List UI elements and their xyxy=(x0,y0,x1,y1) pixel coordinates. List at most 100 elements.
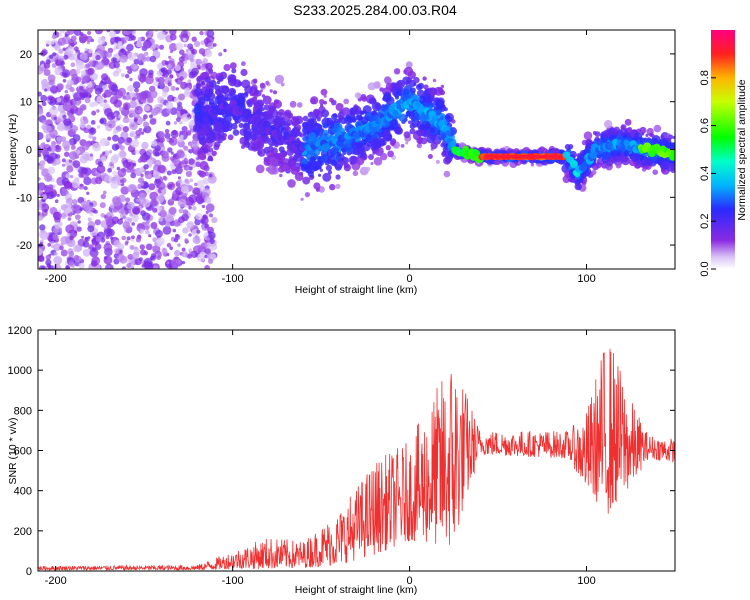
spectrogram-cell xyxy=(98,87,104,93)
spectrogram-cell xyxy=(130,172,137,179)
spectrogram-cell xyxy=(404,118,408,122)
spectrogram-cell xyxy=(113,99,122,108)
spectrogram-cell xyxy=(585,143,592,150)
spectrogram-cell xyxy=(178,120,183,125)
spectrogram-cell xyxy=(43,69,51,76)
spectrogram-cell xyxy=(125,210,129,215)
spectrogram-cell xyxy=(117,136,125,144)
spectrogram-cell xyxy=(149,114,153,119)
spectrogram-cell xyxy=(193,87,203,97)
spectrogram-cell xyxy=(222,118,227,123)
spectrogram-cell xyxy=(129,244,135,250)
spectrogram-cell xyxy=(435,109,442,116)
spectrogram-cell xyxy=(100,156,107,163)
spectrogram-cell xyxy=(132,207,140,215)
spectrogram-cell xyxy=(164,60,169,65)
spectrogram-cell xyxy=(59,245,64,251)
y-tick-label: 400 xyxy=(14,486,32,498)
spectrogram-cell xyxy=(200,64,207,71)
spectrogram-cell xyxy=(300,197,304,201)
spectrogram-cell xyxy=(71,203,80,212)
spectrogram-cell xyxy=(652,169,658,175)
x-tick-label: 100 xyxy=(577,273,595,285)
spectrogram-cell xyxy=(280,82,285,87)
spectrogram-cell xyxy=(131,214,139,223)
spectrogram-cell xyxy=(73,92,83,101)
spectrogram-cell xyxy=(265,80,270,85)
spectrogram-cell xyxy=(137,36,142,42)
spectrogram-cell xyxy=(114,174,120,181)
spectrogram-cell xyxy=(214,141,221,148)
spectrogram-cell xyxy=(263,104,270,111)
spectrogram-cell xyxy=(220,85,230,95)
spectrogram-cell xyxy=(128,118,134,125)
spectrogram-cell xyxy=(109,30,117,38)
spectrogram-cell xyxy=(144,105,151,112)
spectrogram-cell xyxy=(162,226,172,235)
spectrogram-cell xyxy=(187,50,192,55)
spectrogram-cell xyxy=(223,48,227,53)
spectrogram-cell xyxy=(170,151,174,155)
spectrogram-cell xyxy=(273,99,282,109)
spectrogram-cell xyxy=(69,55,75,61)
spectrogram-cell xyxy=(54,158,61,165)
spectrogram-cell xyxy=(405,61,413,69)
spectrogram-cell xyxy=(136,234,142,239)
spectrogram-cell xyxy=(79,183,84,187)
spectrogram-cell xyxy=(357,115,361,118)
spectrogram-cell xyxy=(164,213,174,223)
spectrogram-cell xyxy=(149,191,159,201)
spectrogram-cell xyxy=(370,162,374,165)
spectrogram-cell xyxy=(423,84,429,90)
spectrogram-cell xyxy=(178,208,184,214)
x-tick-label: 0 xyxy=(407,575,413,587)
spectrogram-cell xyxy=(185,196,194,206)
spectrogram-cell xyxy=(188,149,193,154)
spectrogram-cell xyxy=(153,107,159,113)
spectrogram-cell xyxy=(102,93,106,97)
spectrogram-cell xyxy=(441,133,447,139)
spectrogram-cell xyxy=(148,30,154,35)
spectrogram-cell xyxy=(87,67,95,76)
spectrogram-cell xyxy=(65,224,75,234)
spectrogram-cell xyxy=(152,50,161,58)
spectrogram-cell xyxy=(435,99,445,109)
spectrogram-cell xyxy=(267,108,274,116)
spectrogram-cell xyxy=(101,73,109,81)
spectrogram-cell xyxy=(124,36,130,41)
spectrogram-cell xyxy=(324,160,330,166)
spectrogram-cell xyxy=(250,96,258,104)
spectrogram-cell xyxy=(198,129,206,137)
spectrogram-cell xyxy=(89,153,93,157)
spectrogram-cell xyxy=(95,54,101,61)
spectrogram-cell xyxy=(161,91,168,98)
spectrogram-cell xyxy=(281,164,289,172)
spectrogram-cell xyxy=(103,150,110,157)
spectrogram-cell xyxy=(650,133,655,138)
spectrogram-cell xyxy=(117,87,127,97)
spectrogram-cell xyxy=(177,179,181,184)
spectrogram-cell xyxy=(117,168,127,178)
spectrogram-cell xyxy=(169,43,178,52)
spectrogram-cell xyxy=(290,166,299,175)
spectrogram-cell xyxy=(660,132,670,141)
spectrogram-cell xyxy=(127,85,135,92)
spectrogram-cell xyxy=(188,82,192,86)
spectrogram-cell xyxy=(345,140,349,144)
spectrogram-cell xyxy=(153,169,158,175)
spectrogram-cell xyxy=(208,231,216,240)
spectrogram-cell xyxy=(435,159,440,164)
spectrogram-cell xyxy=(81,235,85,239)
spectrogram-cell xyxy=(223,63,231,72)
spectrogram-cell xyxy=(645,133,649,137)
spectrogram-cell xyxy=(89,211,94,216)
spectrogram-cell xyxy=(38,146,43,155)
spectrogram-cell xyxy=(166,242,172,248)
spectrogram-cell xyxy=(187,79,192,84)
page-title: S233.2025.284.00.03.R04 xyxy=(293,2,457,18)
spectrogram-cell xyxy=(427,154,433,159)
spectrogram-cell xyxy=(540,150,544,154)
spectrogram-cell xyxy=(306,156,311,161)
spectrogram-cell xyxy=(131,97,136,102)
